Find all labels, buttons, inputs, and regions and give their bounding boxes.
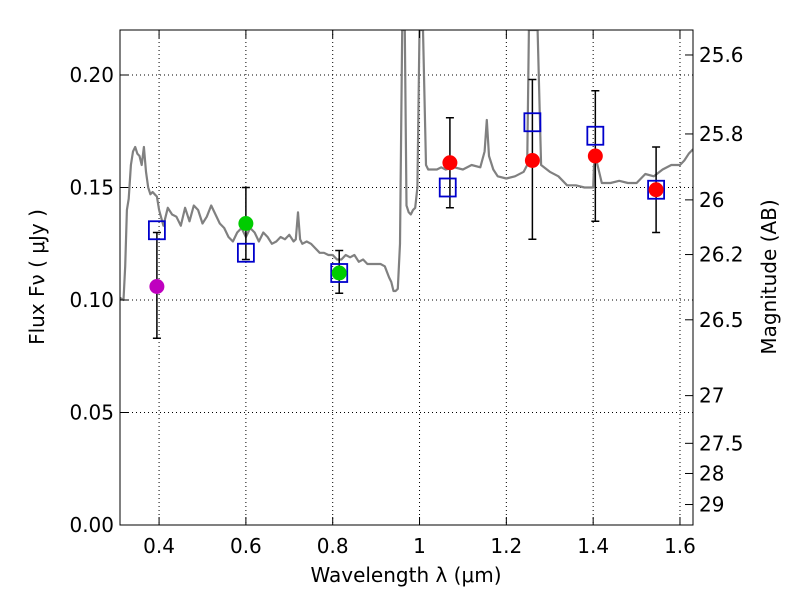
- right-tick-label: 25.8: [699, 122, 744, 146]
- x-tick-label: 1: [413, 534, 426, 558]
- axis-ticks: 0.4 0.6 0.8 1 1.2 1.4 1.6 0.00 0.05 0.10 0.15 0.20 2…: [69, 30, 744, 558]
- x-tick-label: 0.8: [317, 534, 349, 558]
- observed-point: [524, 153, 540, 168]
- model-square: [438, 177, 457, 198]
- y-tick-label: 0.20: [69, 63, 114, 87]
- x-tick-label: 0.6: [230, 534, 262, 558]
- observed-point: [238, 216, 254, 231]
- y-tick-label: 0.05: [69, 401, 114, 425]
- right-tick-label: 27.5: [699, 431, 744, 455]
- right-tick-label: 25.6: [699, 43, 744, 67]
- observed-point: [442, 155, 458, 171]
- y-tick-label: 0.10: [69, 288, 114, 312]
- model-square: [236, 242, 255, 263]
- model-square: [330, 263, 349, 283]
- right-tick-label: 26.5: [699, 308, 744, 332]
- right-tick-label: 28: [699, 461, 724, 485]
- observed-point: [149, 279, 165, 294]
- spectrum-line: [120, 30, 693, 302]
- plot-frame: [119, 29, 694, 526]
- right-y-axis-label: Magnitude (AB): [757, 199, 781, 354]
- y-tick-label: 0.15: [69, 176, 114, 200]
- x-tick-label: 1.4: [577, 534, 609, 558]
- right-tick-label: 26.2: [699, 243, 744, 267]
- model-square: [523, 112, 542, 133]
- series-layer: [120, 30, 693, 302]
- model-square: [647, 179, 666, 200]
- observed-point: [331, 265, 347, 281]
- x-tick-label: 1.6: [664, 534, 696, 558]
- y-axis-label: Flux Fν ( μJy ): [25, 209, 49, 345]
- grid-lines: [120, 30, 693, 526]
- marker-layer: [147, 78, 666, 339]
- x-axis-label: Wavelength λ (μm): [310, 563, 501, 587]
- model-square: [147, 220, 166, 241]
- observed-point: [587, 148, 603, 164]
- right-tick-label: 26: [699, 188, 724, 212]
- y-tick-label: 0.00: [69, 513, 114, 537]
- right-tick-label: 27: [699, 384, 724, 408]
- x-tick-label: 0.4: [143, 534, 175, 558]
- right-tick-label: 29: [699, 493, 724, 517]
- observed-point: [648, 182, 664, 198]
- x-tick-label: 1.2: [490, 534, 522, 558]
- model-square: [586, 125, 605, 146]
